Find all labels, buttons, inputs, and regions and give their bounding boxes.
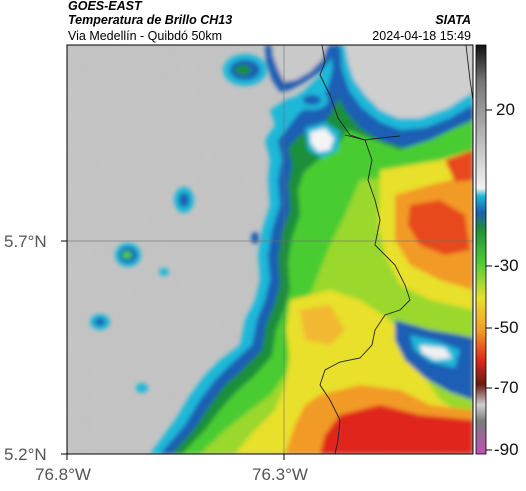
product-title: Temperatura de Brillo CH13: [68, 13, 233, 27]
colorbar-tick-label: -30: [494, 256, 519, 275]
x-tick-label: 76.8°W: [35, 465, 91, 484]
graticule: [67, 45, 473, 454]
map-frame: [66, 44, 474, 455]
x-tick-label: 76.3°W: [252, 465, 308, 484]
admin-boundary: [319, 45, 473, 454]
y-tick-label: 5.2°N: [4, 445, 47, 464]
y-tick-label: 5.7°N: [4, 232, 47, 251]
colorbar-tick-label: -50: [494, 318, 519, 337]
route-label: Via Medellín - Quibdó 50km: [68, 29, 223, 43]
axis-ticks: [61, 240, 285, 460]
brightness-temperature-field: [67, 45, 473, 454]
satellite-title: GOES-EAST: [68, 0, 142, 13]
timestamp-label: 2024-04-18 15:49: [372, 29, 471, 43]
agency-label: SIATA: [435, 13, 471, 27]
colorbar-tick-label: -70: [494, 378, 519, 397]
colorbar-tick-label: 20: [496, 100, 515, 119]
colorbar-tick-label: -90: [494, 440, 519, 459]
colorbar: [475, 44, 487, 455]
